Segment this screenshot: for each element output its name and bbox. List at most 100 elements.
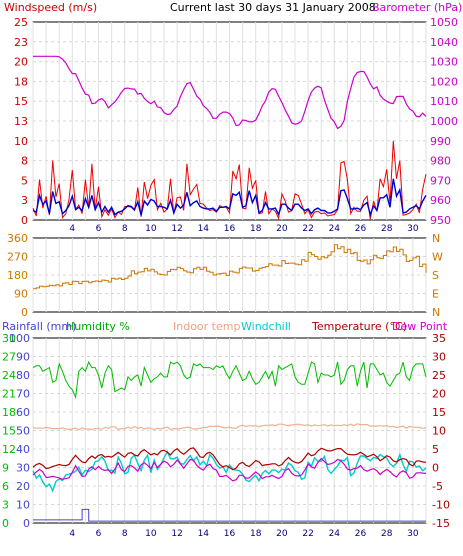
wind-panel-xtick: 12: [171, 224, 182, 234]
wind-ytick: 23: [14, 36, 28, 49]
temp-panel-xtick: 8: [122, 529, 128, 539]
temp-panel-xtick: 18: [250, 529, 262, 539]
temp-panel-xtick: 4: [69, 529, 75, 539]
humidity-ytick: 20: [16, 480, 30, 493]
windspeed-title: Windspeed (m/s): [4, 1, 97, 14]
humidity-ytick: 50: [16, 425, 30, 438]
rain-ytick: 9: [2, 462, 9, 475]
compass-tick: W: [432, 251, 443, 264]
wind-panel-xtick: 4: [69, 224, 75, 234]
baro-ytick: 960: [430, 194, 451, 207]
baro-ytick: 950: [430, 214, 451, 227]
wind-ytick: 13: [14, 115, 28, 128]
humidity-ytick: 0: [23, 517, 30, 530]
indoor-line: [32, 423, 427, 431]
dir-ytick: 270: [7, 251, 28, 264]
humidity-ytick: 70: [16, 388, 30, 401]
temp-panel-xtick: 26: [355, 529, 367, 539]
windchill-line: [32, 450, 427, 493]
temp-panel-xtick: 20: [276, 529, 288, 539]
wind-panel-xtick: 18: [250, 224, 262, 234]
wind-panel-xtick: 30: [407, 224, 419, 234]
legend-indoor: Indoor temp: [173, 320, 240, 333]
compass-tick: N: [432, 232, 440, 245]
compass-tick: N: [432, 306, 440, 319]
legend-temperature: Temperature (°C): [311, 320, 407, 333]
wind-ytick: 8: [21, 155, 28, 168]
humidity-ytick: 40: [16, 443, 30, 456]
wind-panel-xtick: 14: [198, 224, 210, 234]
baro-ytick: 970: [430, 174, 451, 187]
wind-panel-xtick: 28: [381, 224, 393, 234]
direction-line: [33, 244, 427, 290]
rain-ytick: 27: [2, 351, 16, 364]
wind-line: [32, 140, 427, 221]
baro-ytick: 1020: [430, 75, 458, 88]
humidity-ytick: 60: [16, 406, 30, 419]
temp-ytick: 15: [432, 406, 446, 419]
legend-rainfall: Rainfall (mm): [2, 320, 76, 333]
dir-ytick: 0: [21, 306, 28, 319]
humidity-ytick: 100: [9, 332, 30, 345]
temp-ytick: 25: [432, 369, 446, 382]
wind-ytick: 18: [14, 75, 28, 88]
rain-ytick: 0: [2, 517, 9, 530]
baro-ytick: 1000: [430, 115, 458, 128]
temp-ytick: 5: [432, 443, 439, 456]
rain-ytick: 3: [2, 499, 9, 512]
wind-ytick: 0: [21, 214, 28, 227]
barometer-title: Barometer (hPa): [372, 1, 462, 14]
baro-ytick: 1030: [430, 56, 458, 69]
dewpoint-line: [32, 457, 427, 482]
legend-humidity: Humidity %: [66, 320, 130, 333]
temp-panel-xtick: 10: [145, 529, 157, 539]
temp-panel-xtick: 24: [329, 529, 341, 539]
legend-windchill: Windchill: [241, 320, 291, 333]
wind-ytick: 15: [14, 95, 28, 108]
temp-ytick: 35: [432, 332, 446, 345]
wind-ytick: 25: [14, 16, 28, 29]
humidity-ytick: 80: [16, 369, 30, 382]
baro-ytick: 1010: [430, 95, 458, 108]
temp-ytick: 0: [432, 462, 439, 475]
rain-ytick: 15: [2, 425, 16, 438]
compass-tick: S: [432, 269, 439, 282]
humidity-ytick: 30: [16, 462, 30, 475]
temperature-line: [32, 447, 427, 471]
wind-ytick: 20: [14, 56, 28, 69]
temp-ytick: -15: [432, 517, 450, 530]
temp-panel-xtick: 16: [224, 529, 236, 539]
wind-ytick: 3: [21, 194, 28, 207]
wind-ytick: 5: [21, 174, 28, 187]
dir-ytick: 180: [7, 269, 28, 282]
humidity-line: [32, 360, 427, 400]
temp-ytick: 30: [432, 351, 446, 364]
temp-panel-xtick: 22: [302, 529, 313, 539]
legend-dewpoint: Dew Point: [392, 320, 448, 333]
chart-title: Current last 30 days 31 January 2008: [170, 1, 376, 14]
wind-panel-xtick: 16: [224, 224, 236, 234]
temp-ytick: -5: [432, 480, 443, 493]
wind-panel-xtick: 8: [122, 224, 128, 234]
wind-ytick: 10: [14, 135, 28, 148]
wind-panel-xtick: 26: [355, 224, 367, 234]
wind-panel-xtick: 6: [96, 224, 102, 234]
temp-panel-xtick: 30: [407, 529, 419, 539]
baro-ytick: 980: [430, 155, 451, 168]
baro-ytick: 990: [430, 135, 451, 148]
humidity-ytick: 90: [16, 351, 30, 364]
rain-line: [33, 508, 426, 522]
dir-ytick: 90: [14, 288, 28, 301]
temp-ytick: 10: [432, 425, 446, 438]
rain-ytick: 6: [2, 480, 9, 493]
baro-ytick: 1040: [430, 36, 458, 49]
dir-ytick: 360: [7, 232, 28, 245]
wind-panel-xtick: 22: [302, 224, 313, 234]
temp-ytick: 20: [432, 388, 446, 401]
rain-ytick: 18: [2, 406, 16, 419]
wind-panel-xtick: 20: [276, 224, 288, 234]
temp-panel-xtick: 14: [198, 529, 210, 539]
